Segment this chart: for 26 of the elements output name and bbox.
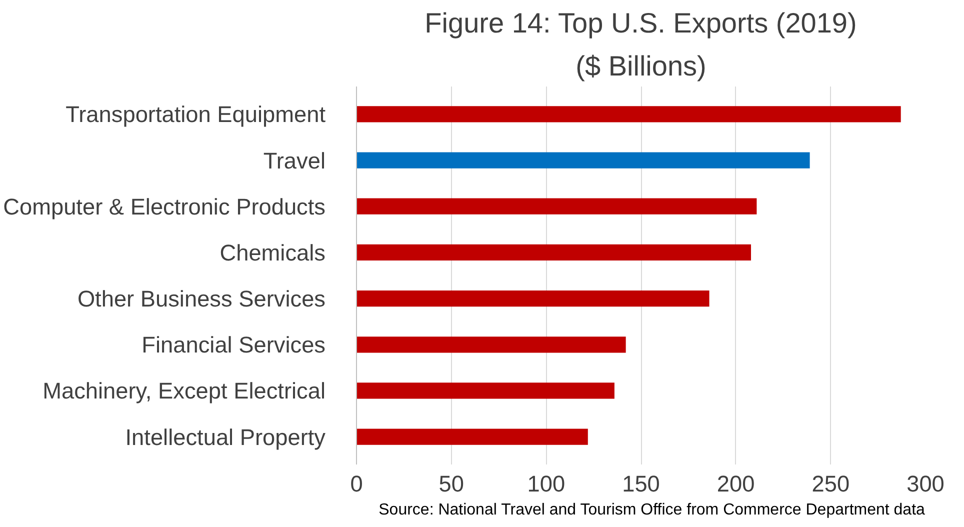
bar: [356, 428, 588, 445]
x-tick-label: 250: [812, 470, 850, 496]
chart-subtitle: ($ Billions): [576, 50, 706, 82]
source-note: Source: National Travel and Tourism Office from Commerce Department data: [378, 502, 926, 518]
x-tick-label: 0: [350, 470, 363, 496]
bar: [356, 382, 614, 399]
y-tick-label: Travel: [263, 147, 326, 174]
bar: [356, 106, 901, 122]
x-tick-label: 200: [716, 470, 755, 496]
bar: [356, 336, 626, 353]
y-tick-label: Machinery, Except Electrical: [42, 378, 326, 404]
x-tick-label: 50: [438, 470, 464, 496]
y-tick-label: Transportation Equipment: [66, 101, 326, 128]
y-tick-label: Other Business Services: [77, 286, 326, 312]
y-tick-label: Computer & Electronic Products: [3, 193, 326, 220]
x-tick-label: 100: [527, 470, 566, 496]
y-tick-label: Intellectual Property: [125, 424, 326, 450]
chart-title: Figure 14: Top U.S. Exports (2019): [424, 8, 857, 38]
bar: [356, 198, 757, 214]
bar: [356, 244, 752, 261]
x-tick-label: 300: [906, 470, 944, 496]
bar: [356, 152, 810, 168]
x-tick-label: 150: [622, 470, 660, 496]
y-tick-label: Chemicals: [220, 239, 326, 266]
bar: [356, 290, 710, 307]
y-tick-label: Financial Services: [142, 332, 326, 358]
